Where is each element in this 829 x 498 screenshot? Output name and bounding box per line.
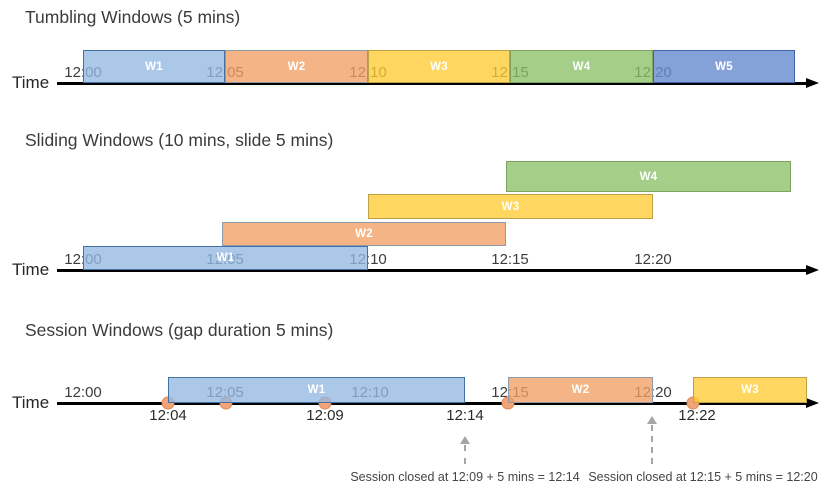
- up-arrow-stem: [464, 445, 466, 464]
- sliding-window-w4: W4: [506, 161, 791, 192]
- event-time-1214: 12:14: [446, 407, 484, 424]
- session-section-title: Session Windows (gap duration 5 mins): [25, 320, 334, 340]
- up-arrow-stem: [651, 425, 653, 464]
- window-label: W1: [216, 252, 235, 264]
- session-closed-annotation-1: Session closed at 12:09 + 5 mins = 12:14: [350, 470, 580, 484]
- session-closed-annotation-2: Session closed at 12:15 + 5 mins = 12:20: [588, 470, 818, 484]
- session-window-w1: W1: [168, 377, 465, 403]
- sliding-window-w1: W1: [83, 246, 368, 270]
- sliding-tick-1220: 12:20: [634, 251, 672, 268]
- window-label: W2: [571, 384, 590, 396]
- sliding-section-title: Sliding Windows (10 mins, slide 5 mins): [25, 130, 334, 150]
- tumbling-window-w5: W5: [653, 50, 795, 83]
- window-label: W1: [145, 60, 163, 73]
- tumbling-window-w3: W3: [368, 50, 510, 83]
- sliding-time-axis-label: Time: [12, 260, 50, 279]
- window-label: W4: [572, 60, 591, 73]
- tumbling-time-axis: [57, 82, 809, 85]
- window-label: W3: [430, 60, 448, 73]
- tumbling-axis-arrow-icon: [806, 77, 819, 88]
- window-label: W3: [501, 200, 520, 213]
- window-label: W1: [307, 384, 326, 396]
- session-time-axis-label: Time: [12, 393, 50, 412]
- sliding-axis-arrow-icon: [806, 264, 819, 275]
- session-window-w3: W3: [693, 377, 807, 403]
- tumbling-section-title: Tumbling Windows (5 mins): [25, 7, 241, 27]
- window-label: W5: [715, 60, 733, 73]
- window-label: W2: [287, 60, 306, 73]
- tumbling-window-w4: W4: [510, 50, 653, 83]
- tumbling-window-w2: W2: [225, 50, 368, 83]
- sliding-window-w2: W2: [222, 222, 506, 246]
- sliding-time-axis: [57, 269, 809, 272]
- tumbling-window-w1: W1: [83, 50, 225, 83]
- window-label: W4: [639, 170, 658, 183]
- window-label: W3: [741, 384, 759, 396]
- session-tick-1200: 12:00: [64, 384, 102, 401]
- event-time-1209: 12:09: [306, 407, 344, 424]
- sliding-window-w3: W3: [368, 194, 653, 219]
- window-label: W2: [355, 228, 373, 240]
- session-axis-arrow-icon: [806, 397, 819, 408]
- sliding-tick-1215: 12:15: [491, 251, 529, 268]
- up-arrow-icon: [647, 416, 657, 424]
- event-time-1222: 12:22: [678, 407, 716, 424]
- session-time-axis: [57, 402, 809, 405]
- event-time-1204: 12:04: [149, 407, 187, 424]
- session-window-w2: W2: [508, 377, 653, 403]
- up-arrow-icon: [460, 436, 470, 444]
- tumbling-time-axis-label: Time: [12, 73, 50, 92]
